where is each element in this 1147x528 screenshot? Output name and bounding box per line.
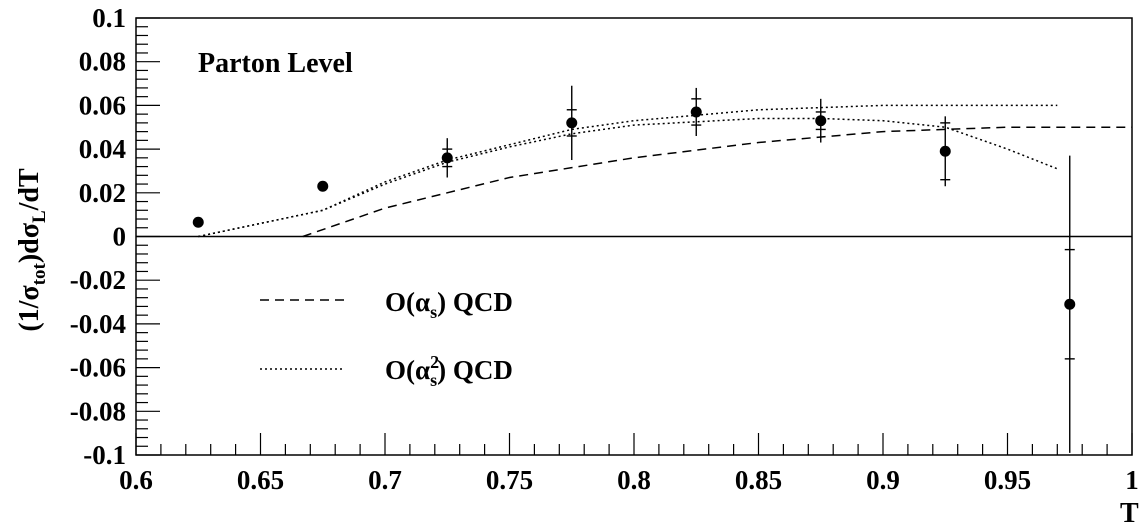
annotation-parton-level: Parton Level <box>198 48 353 79</box>
x-tick-label: 0.7 <box>368 465 402 495</box>
x-tick-label: 0.8 <box>617 465 651 495</box>
x-axis-label: T <box>1120 498 1139 528</box>
data-point <box>815 115 826 126</box>
x-tick-label: 0.9 <box>866 465 900 495</box>
data-point <box>317 181 328 192</box>
y-tick-label: 0.04 <box>79 134 126 164</box>
x-tick-label: 1 <box>1125 465 1139 495</box>
x-tick-label: 0.85 <box>735 465 782 495</box>
legend-label-order-alpha-s: O(αs) QCD <box>385 287 513 322</box>
data-point <box>940 146 951 157</box>
plot-frame <box>136 18 1132 455</box>
y-tick-label: 0.02 <box>79 178 126 208</box>
y-tick-label: -0.04 <box>70 309 126 339</box>
model-curves <box>198 105 1132 236</box>
curve-series-0 <box>303 127 1132 236</box>
y-tick-label: -0.02 <box>70 265 126 295</box>
y-tick-label: -0.06 <box>70 353 126 383</box>
legend: O(αs) QCD O(α2 s) QCD <box>260 287 513 390</box>
data-point <box>442 152 453 163</box>
y-tick-label: -0.08 <box>70 396 126 426</box>
y-tick-label: 0.1 <box>92 3 126 33</box>
y-tick-label: 0 <box>113 222 127 252</box>
legend-label-order-alpha-s-squared: O(α2 s) QCD <box>385 352 513 390</box>
data-point <box>193 217 204 228</box>
y-tick-label: 0.08 <box>79 47 126 77</box>
data-point <box>691 106 702 117</box>
curve-series-2 <box>198 119 1057 237</box>
y-tick-label: 0.06 <box>79 90 126 120</box>
data-point <box>566 117 577 128</box>
data-points <box>193 86 1076 453</box>
x-tick-label: 0.75 <box>486 465 533 495</box>
y-tick-label: -0.1 <box>83 440 126 470</box>
x-tick-label: 0.95 <box>984 465 1031 495</box>
y-axis-label: (1/σtot)dσL/dT <box>14 168 50 332</box>
data-point <box>1064 299 1075 310</box>
x-tick-label: 0.65 <box>237 465 284 495</box>
